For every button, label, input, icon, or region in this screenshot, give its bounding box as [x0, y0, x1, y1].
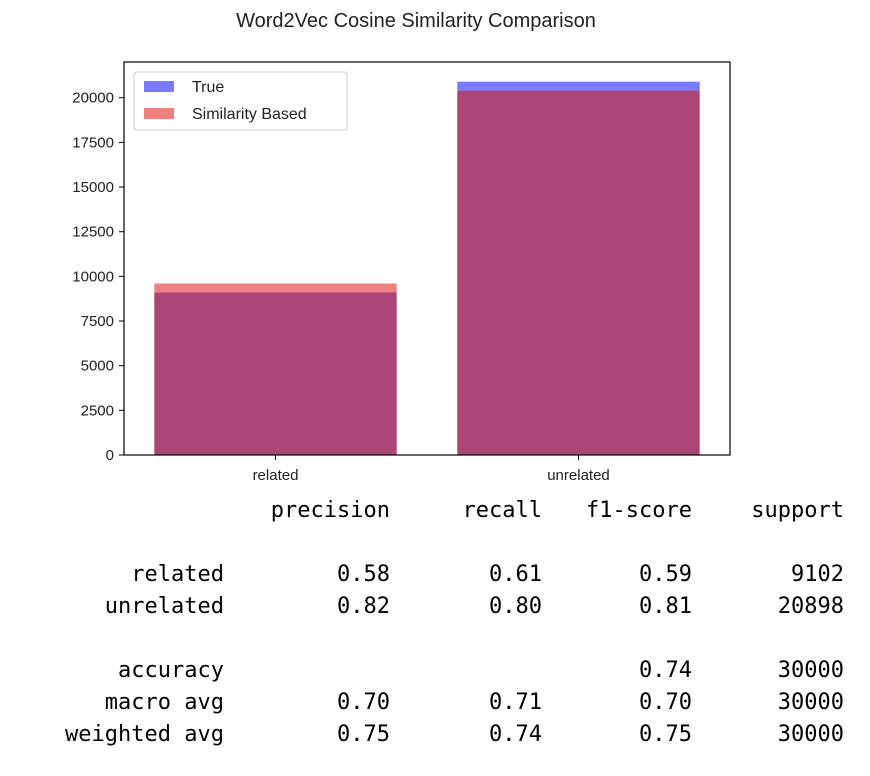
- support-value: 9102: [791, 562, 844, 587]
- y-tick-label: 20000: [72, 90, 114, 107]
- row-label: related: [131, 562, 224, 587]
- recall-value: 0.61: [489, 562, 542, 587]
- y-tick-label: 7500: [81, 313, 114, 330]
- y-tick-label: 2500: [81, 402, 114, 419]
- legend-box: [133, 71, 348, 131]
- legend: True Similarity Based: [133, 71, 348, 131]
- bar-true-unrelated: [457, 81, 700, 91]
- report-row-macro-avg: macro avg 0.70 0.71 0.70 30000: [0, 690, 870, 720]
- report-header-row: precision recall f1-score support: [0, 498, 870, 528]
- legend-label-similarity-based: Similarity Based: [192, 106, 307, 123]
- recall-value: 0.71: [489, 690, 542, 715]
- report-row-accuracy: accuracy 0.74 30000: [0, 658, 870, 688]
- header-support: support: [751, 498, 844, 523]
- support-value: 30000: [777, 658, 844, 683]
- recall-value: 0.74: [489, 722, 542, 747]
- f1-score-value: 0.74: [639, 658, 692, 683]
- support-value: 30000: [777, 722, 844, 747]
- report-row-unrelated: unrelated 0.82 0.80 0.81 20898: [0, 594, 870, 624]
- report-row-weighted-avg: weighted avg 0.75 0.74 0.75 30000: [0, 722, 870, 752]
- f1-score-value: 0.81: [639, 594, 692, 619]
- legend-swatch-true: [144, 81, 174, 92]
- support-value: 30000: [777, 690, 844, 715]
- header-precision: precision: [270, 498, 390, 523]
- y-tick-label: 12500: [72, 224, 114, 241]
- plot-frame: [123, 61, 731, 456]
- precision-value: 0.58: [337, 562, 390, 587]
- y-tick-label: 15000: [72, 179, 114, 196]
- recall-value: 0.80: [489, 594, 542, 619]
- f1-score-value: 0.59: [639, 562, 692, 587]
- row-label: accuracy: [118, 658, 224, 683]
- legend-swatch-similarity-based: [144, 108, 174, 119]
- y-tick-label: 17500: [72, 134, 114, 151]
- x-tick-label-unrelated: unrelated: [547, 467, 610, 484]
- bar-chart: Word2Vec Cosine Similarity Comparison 0 2…: [72, 10, 731, 484]
- f1-score-value: 0.70: [639, 690, 692, 715]
- y-tick-label: 5000: [81, 358, 114, 375]
- y-tick-label: 0: [106, 447, 114, 464]
- row-label: macro avg: [104, 690, 224, 715]
- precision-value: 0.82: [337, 594, 390, 619]
- support-value: 20898: [777, 594, 844, 619]
- report-row-related: related 0.58 0.61 0.59 9102: [0, 562, 870, 592]
- legend-label-true: True: [192, 79, 224, 96]
- bar-overlap-related: [154, 292, 397, 455]
- row-label: weighted avg: [65, 722, 224, 747]
- precision-value: 0.70: [337, 690, 390, 715]
- x-tick-label-related: related: [253, 467, 299, 484]
- precision-value: 0.75: [337, 722, 390, 747]
- bar-overlap-unrelated: [457, 90, 700, 455]
- chart-title: Word2Vec Cosine Similarity Comparison: [236, 10, 596, 32]
- y-tick-label: 10000: [72, 268, 114, 285]
- header-recall: recall: [462, 498, 542, 523]
- row-label: unrelated: [104, 594, 224, 619]
- header-f1-score: f1-score: [586, 498, 692, 523]
- bar-similarity-based-related: [154, 283, 397, 293]
- f1-score-value: 0.75: [639, 722, 692, 747]
